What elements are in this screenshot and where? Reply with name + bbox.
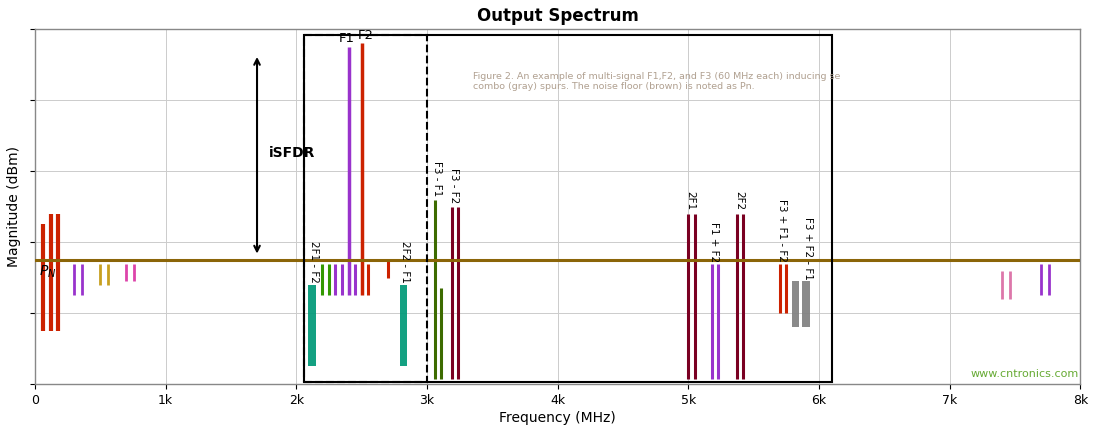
Text: 2F2: 2F2 xyxy=(734,191,744,210)
Text: 2F2 - F1: 2F2 - F1 xyxy=(400,241,411,283)
Text: $P_N$: $P_N$ xyxy=(39,264,57,280)
Bar xyxy=(309,285,315,366)
Text: Figure 2. An example of multi-signal F1,F2, and F3 (60 MHz each) inducing se
com: Figure 2. An example of multi-signal F1,… xyxy=(473,72,840,91)
Text: F1: F1 xyxy=(339,32,355,45)
Y-axis label: Magnitude (dBm): Magnitude (dBm) xyxy=(7,146,21,267)
Text: F2: F2 xyxy=(358,29,374,42)
Text: F1 + F2: F1 + F2 xyxy=(708,222,719,262)
Bar xyxy=(792,281,799,327)
Text: F3 - F1: F3 - F1 xyxy=(431,161,442,196)
Bar xyxy=(400,285,407,366)
Text: F3 + F1 - F2: F3 + F1 - F2 xyxy=(777,199,787,262)
Text: www.cntronics.com: www.cntronics.com xyxy=(971,369,1080,379)
Bar xyxy=(304,35,832,382)
Text: 2F1 - F2: 2F1 - F2 xyxy=(309,241,319,283)
Text: 2F1: 2F1 xyxy=(685,191,695,210)
X-axis label: Frequency (MHz): Frequency (MHz) xyxy=(499,411,616,425)
Bar xyxy=(304,35,427,382)
Text: iSFDR: iSFDR xyxy=(268,146,315,161)
Bar xyxy=(802,281,810,327)
Text: F3 - F2: F3 - F2 xyxy=(449,168,459,203)
Text: F3 + F2 - F1: F3 + F2 - F1 xyxy=(803,216,814,280)
Title: Output Spectrum: Output Spectrum xyxy=(476,7,638,25)
